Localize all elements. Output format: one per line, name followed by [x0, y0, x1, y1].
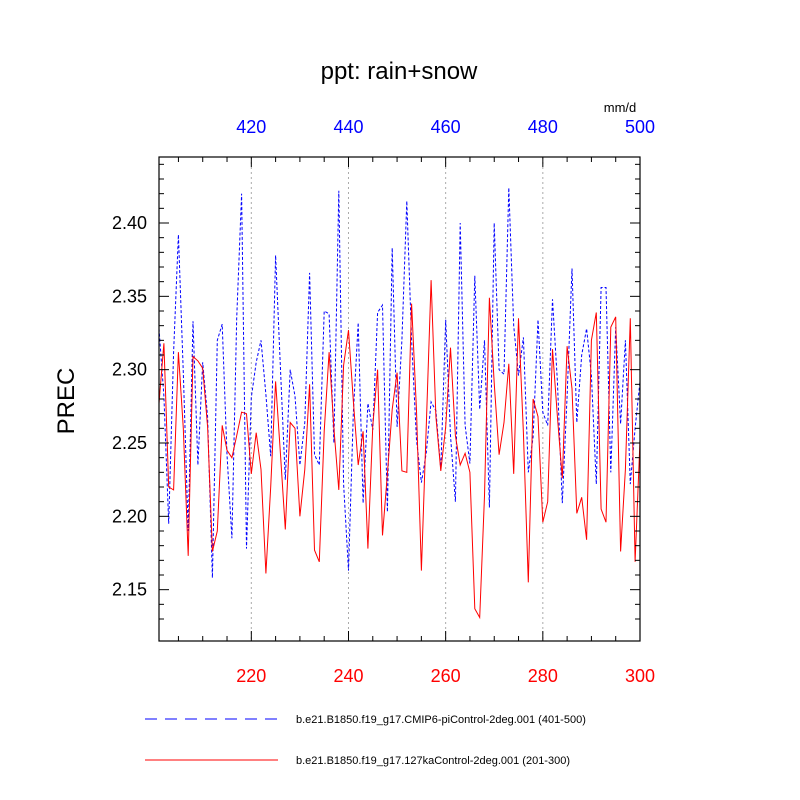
series-line-red: [158, 280, 641, 620]
y-tick-label: 2.20: [112, 506, 147, 526]
x-tick-label-top: 420: [236, 117, 266, 137]
x-tick-label-bottom: 260: [431, 666, 461, 686]
legend-label-red: b.e21.B1850.f19_g17.127kaControl-2deg.00…: [296, 755, 570, 767]
x-tick-label-top: 440: [333, 117, 363, 137]
x-tick-label-bottom: 300: [625, 666, 655, 686]
x-tick-label-bottom: 220: [236, 666, 266, 686]
y-tick-label: 2.40: [112, 213, 147, 233]
plot-axes: 2.15 2.20 2.25 2.30 2.35 2.40 220 240 260 280 300 4…: [112, 117, 655, 686]
plot-series: [158, 187, 641, 620]
units-label: mm/d: [604, 100, 637, 115]
y-tick-label: 2.30: [112, 360, 147, 380]
x-tick-label-bottom: 240: [333, 666, 363, 686]
x-tick-label-top: 460: [431, 117, 461, 137]
legend-label-blue: b.e21.B1850.f19_g17.CMIP6-piControl-2deg…: [296, 714, 586, 726]
chart-title: ppt: rain+snow: [321, 58, 478, 85]
series-line-blue: [158, 187, 641, 578]
x-tick-label-top: 500: [625, 117, 655, 137]
y-tick-label: 2.15: [112, 580, 147, 600]
x-tick-label-top: 480: [528, 117, 558, 137]
y-tick-label: 2.25: [112, 433, 147, 453]
plot-frame: [158, 156, 641, 642]
legend: b.e21.B1850.f19_g17.CMIP6-piControl-2deg…: [145, 714, 586, 767]
y-axis-label: PREC: [53, 368, 80, 435]
y-tick-label: 2.35: [112, 286, 147, 306]
x-tick-label-bottom: 280: [528, 666, 558, 686]
